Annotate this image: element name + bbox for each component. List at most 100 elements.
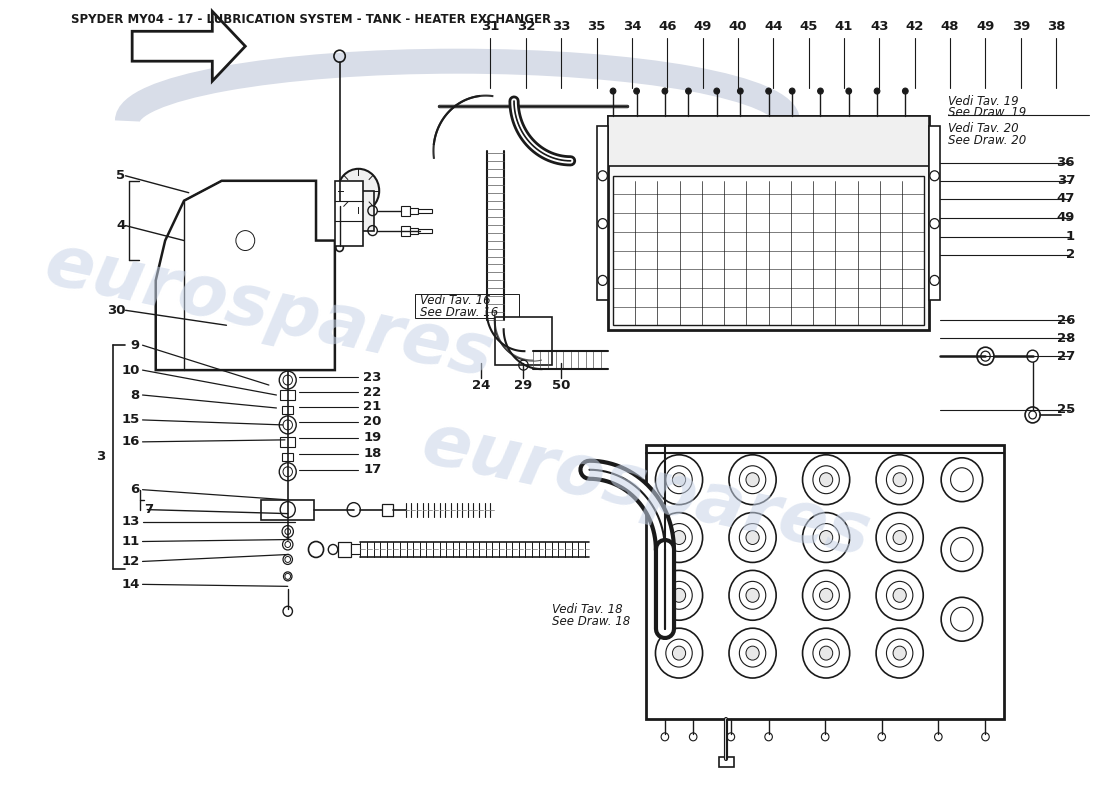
Text: 35: 35 <box>587 20 606 33</box>
Text: eurospares: eurospares <box>416 409 877 571</box>
Bar <box>608 116 928 330</box>
Circle shape <box>672 473 685 486</box>
Circle shape <box>746 473 759 486</box>
Text: 1: 1 <box>1066 230 1075 243</box>
Text: 20: 20 <box>363 415 382 429</box>
Circle shape <box>672 588 685 602</box>
Text: 14: 14 <box>121 578 140 591</box>
Circle shape <box>610 88 616 94</box>
Text: See Draw. 16: See Draw. 16 <box>420 306 498 319</box>
Text: 19: 19 <box>363 431 382 444</box>
Text: 5: 5 <box>117 170 125 182</box>
Bar <box>280 390 295 400</box>
Bar <box>597 126 608 300</box>
Text: 25: 25 <box>1057 403 1075 417</box>
Circle shape <box>672 530 685 545</box>
Text: 38: 38 <box>1047 20 1066 33</box>
Bar <box>400 226 410 235</box>
Bar <box>282 453 294 461</box>
Text: Vedi Tav. 18: Vedi Tav. 18 <box>552 602 623 616</box>
Circle shape <box>893 473 906 486</box>
Text: 34: 34 <box>623 20 641 33</box>
Text: 16: 16 <box>121 435 140 448</box>
Text: 49: 49 <box>977 20 994 33</box>
Text: 36: 36 <box>1056 156 1075 170</box>
Bar <box>282 406 294 414</box>
Circle shape <box>634 88 639 94</box>
Circle shape <box>902 88 909 94</box>
Circle shape <box>820 473 833 486</box>
Circle shape <box>893 646 906 660</box>
Text: Vedi Tav. 19: Vedi Tav. 19 <box>948 94 1019 107</box>
Circle shape <box>746 588 759 602</box>
Circle shape <box>746 530 759 545</box>
Text: 48: 48 <box>940 20 959 33</box>
Circle shape <box>766 88 771 94</box>
Text: 39: 39 <box>1012 20 1030 33</box>
Circle shape <box>874 88 880 94</box>
Text: 27: 27 <box>1057 350 1075 362</box>
Text: 12: 12 <box>121 555 140 568</box>
Bar <box>718 757 734 766</box>
Text: See Draw. 19: See Draw. 19 <box>948 106 1026 119</box>
Text: 21: 21 <box>363 401 382 414</box>
Bar <box>418 209 432 213</box>
Bar <box>400 206 410 216</box>
Text: 22: 22 <box>363 386 382 398</box>
Text: 26: 26 <box>1057 314 1075 326</box>
Text: 4: 4 <box>117 219 125 232</box>
Text: 23: 23 <box>363 370 382 383</box>
Circle shape <box>893 530 906 545</box>
Polygon shape <box>156 181 334 370</box>
Bar <box>646 445 1004 719</box>
Bar <box>608 116 928 166</box>
Circle shape <box>746 646 759 660</box>
Text: See Draw. 20: See Draw. 20 <box>948 134 1026 147</box>
Text: 15: 15 <box>121 414 140 426</box>
Bar <box>334 181 363 246</box>
Text: 49: 49 <box>1057 211 1075 224</box>
Text: 9: 9 <box>131 338 140 352</box>
Text: 41: 41 <box>835 20 854 33</box>
Circle shape <box>714 88 719 94</box>
Text: 11: 11 <box>121 535 140 548</box>
Bar <box>928 126 940 300</box>
Bar <box>382 504 394 515</box>
Text: eurospares: eurospares <box>39 229 499 391</box>
Bar <box>415 294 519 318</box>
Text: 42: 42 <box>905 20 924 33</box>
Text: 32: 32 <box>517 20 535 33</box>
Text: 8: 8 <box>131 389 140 402</box>
Text: 43: 43 <box>870 20 889 33</box>
Bar <box>495 318 552 365</box>
Bar <box>338 542 351 558</box>
Text: 13: 13 <box>121 515 140 528</box>
Text: 28: 28 <box>1057 332 1075 345</box>
Bar <box>418 229 432 233</box>
Text: Vedi Tav. 20: Vedi Tav. 20 <box>948 122 1019 135</box>
Circle shape <box>685 88 691 94</box>
Circle shape <box>820 588 833 602</box>
Text: 10: 10 <box>121 364 140 377</box>
Text: 2: 2 <box>1066 248 1075 261</box>
Bar <box>410 228 418 234</box>
Circle shape <box>338 169 379 213</box>
Text: 17: 17 <box>363 463 382 476</box>
Text: SPYDER MY04 - 17 - LUBRICATION SYSTEM - TANK - HEATER EXCHANGER: SPYDER MY04 - 17 - LUBRICATION SYSTEM - … <box>70 14 551 26</box>
Text: 3: 3 <box>97 450 106 463</box>
Text: 40: 40 <box>728 20 747 33</box>
Bar <box>280 437 295 447</box>
Bar <box>351 545 361 554</box>
Bar <box>613 176 924 326</box>
Text: 29: 29 <box>515 378 532 391</box>
Circle shape <box>846 88 851 94</box>
Text: 30: 30 <box>107 304 125 317</box>
Bar <box>343 190 374 230</box>
Circle shape <box>893 588 906 602</box>
Text: 18: 18 <box>363 447 382 460</box>
Text: Vedi Tav. 16: Vedi Tav. 16 <box>420 294 491 307</box>
Circle shape <box>280 502 295 518</box>
Text: 45: 45 <box>800 20 818 33</box>
Text: 44: 44 <box>764 20 782 33</box>
Text: 37: 37 <box>1057 174 1075 187</box>
